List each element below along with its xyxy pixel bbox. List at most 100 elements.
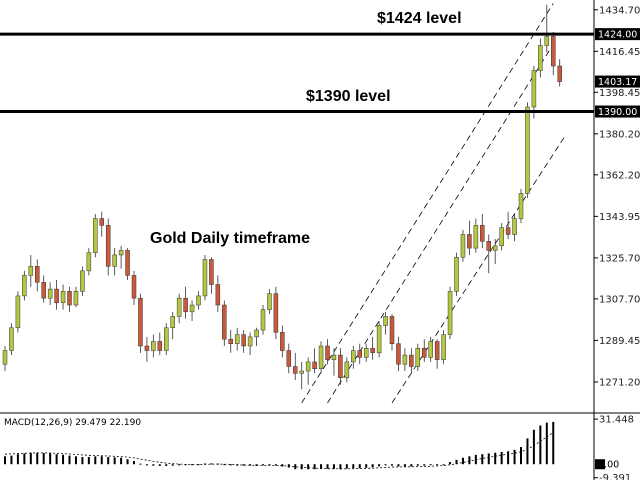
- candle: [505, 211, 511, 240]
- candle-body: [202, 259, 208, 297]
- candle: [67, 286, 72, 312]
- candle: [551, 31, 556, 76]
- candle-body: [183, 297, 188, 313]
- candle-body: [454, 256, 459, 292]
- macd-bar: [313, 464, 316, 470]
- candle-body: [138, 297, 143, 347]
- price-tick-label: 1307.70: [599, 294, 640, 305]
- macd-bar: [87, 457, 90, 465]
- candle: [41, 275, 46, 303]
- macd-bar: [507, 451, 510, 465]
- macd-bar: [345, 464, 348, 469]
- candle-body: [499, 227, 504, 247]
- candle: [125, 248, 130, 280]
- candle: [486, 234, 491, 274]
- candle-body: [305, 361, 311, 372]
- candle: [467, 220, 472, 255]
- candle-body: [293, 366, 298, 374]
- macd-bar: [113, 457, 116, 465]
- candle: [157, 332, 163, 356]
- candle-body: [492, 245, 498, 251]
- candle: [234, 327, 240, 351]
- annotation-1390: $1390 level: [306, 88, 391, 105]
- candle: [254, 327, 259, 346]
- candle: [344, 357, 350, 383]
- candle-body: [273, 293, 279, 333]
- candle-body: [383, 316, 388, 326]
- candle: [170, 311, 175, 340]
- candle: [112, 248, 117, 276]
- candle-body: [228, 338, 233, 344]
- candle-body: [131, 275, 137, 299]
- macd-bar: [526, 438, 529, 465]
- candle-body: [189, 304, 195, 313]
- candle-body: [22, 275, 27, 297]
- candle-body: [28, 266, 34, 276]
- candle-body: [112, 254, 117, 267]
- macd-tick-label: 0.00: [598, 460, 619, 471]
- candle: [286, 343, 292, 374]
- candle-body: [86, 252, 92, 272]
- macd-bar: [55, 454, 58, 465]
- macd-bar: [326, 464, 329, 469]
- macd-bar: [210, 463, 213, 465]
- macd-bar: [468, 456, 471, 465]
- macd-bar: [294, 464, 297, 470]
- candle: [228, 330, 233, 353]
- macd-bar: [223, 464, 226, 466]
- candle-body: [247, 336, 253, 347]
- price-tick-label: 1416.45: [599, 47, 640, 58]
- macd-bar: [165, 464, 168, 466]
- axis-background: [594, 0, 640, 480]
- candle: [222, 300, 227, 346]
- macd-bar: [281, 464, 284, 467]
- macd-bar: [42, 453, 45, 465]
- candle: [299, 361, 304, 390]
- candle-body: [125, 250, 130, 276]
- candle: [338, 348, 343, 385]
- candle-body: [2, 350, 8, 365]
- macd-bar: [158, 464, 161, 466]
- candle-body: [80, 270, 85, 292]
- macd-tick-label: 31.448: [599, 415, 634, 426]
- current-price-label: 1403.17: [598, 77, 637, 88]
- candle: [518, 188, 524, 224]
- candle-body: [105, 225, 111, 267]
- macd-bar: [449, 462, 452, 465]
- macd-bar: [371, 464, 374, 468]
- candle-body: [363, 348, 369, 358]
- candle: [363, 343, 369, 362]
- macd-signal-line: [4, 432, 554, 470]
- macd-bar: [320, 464, 323, 469]
- macd-bar: [403, 464, 406, 467]
- macd-bar: [539, 425, 542, 465]
- candle: [131, 270, 137, 306]
- candle: [247, 332, 253, 356]
- candle: [434, 339, 440, 369]
- macd-bar: [36, 452, 39, 465]
- candle-body: [331, 354, 337, 360]
- macd-bar: [242, 464, 245, 466]
- candle: [176, 293, 182, 324]
- candle: [28, 254, 34, 287]
- candle: [138, 293, 143, 353]
- candle-body: [557, 65, 562, 82]
- candle-body: [447, 291, 453, 335]
- candle-body: [215, 284, 221, 306]
- candle-body: [67, 291, 72, 306]
- candle-body: [254, 329, 259, 338]
- candle: [557, 59, 562, 87]
- candle: [293, 352, 298, 381]
- annotation-1424: $1424 level: [377, 10, 462, 27]
- candle-body: [415, 348, 421, 367]
- candle-body: [402, 354, 408, 365]
- chart-title: Gold Daily timeframe: [150, 230, 310, 247]
- macd-bar: [23, 453, 26, 465]
- macd-bar: [487, 453, 490, 465]
- macd-bar: [365, 464, 368, 468]
- candle: [383, 311, 388, 335]
- candle: [460, 229, 466, 262]
- macd-bar: [307, 464, 310, 470]
- level-price-label: 1390.00: [598, 107, 637, 118]
- candle-body: [118, 250, 124, 256]
